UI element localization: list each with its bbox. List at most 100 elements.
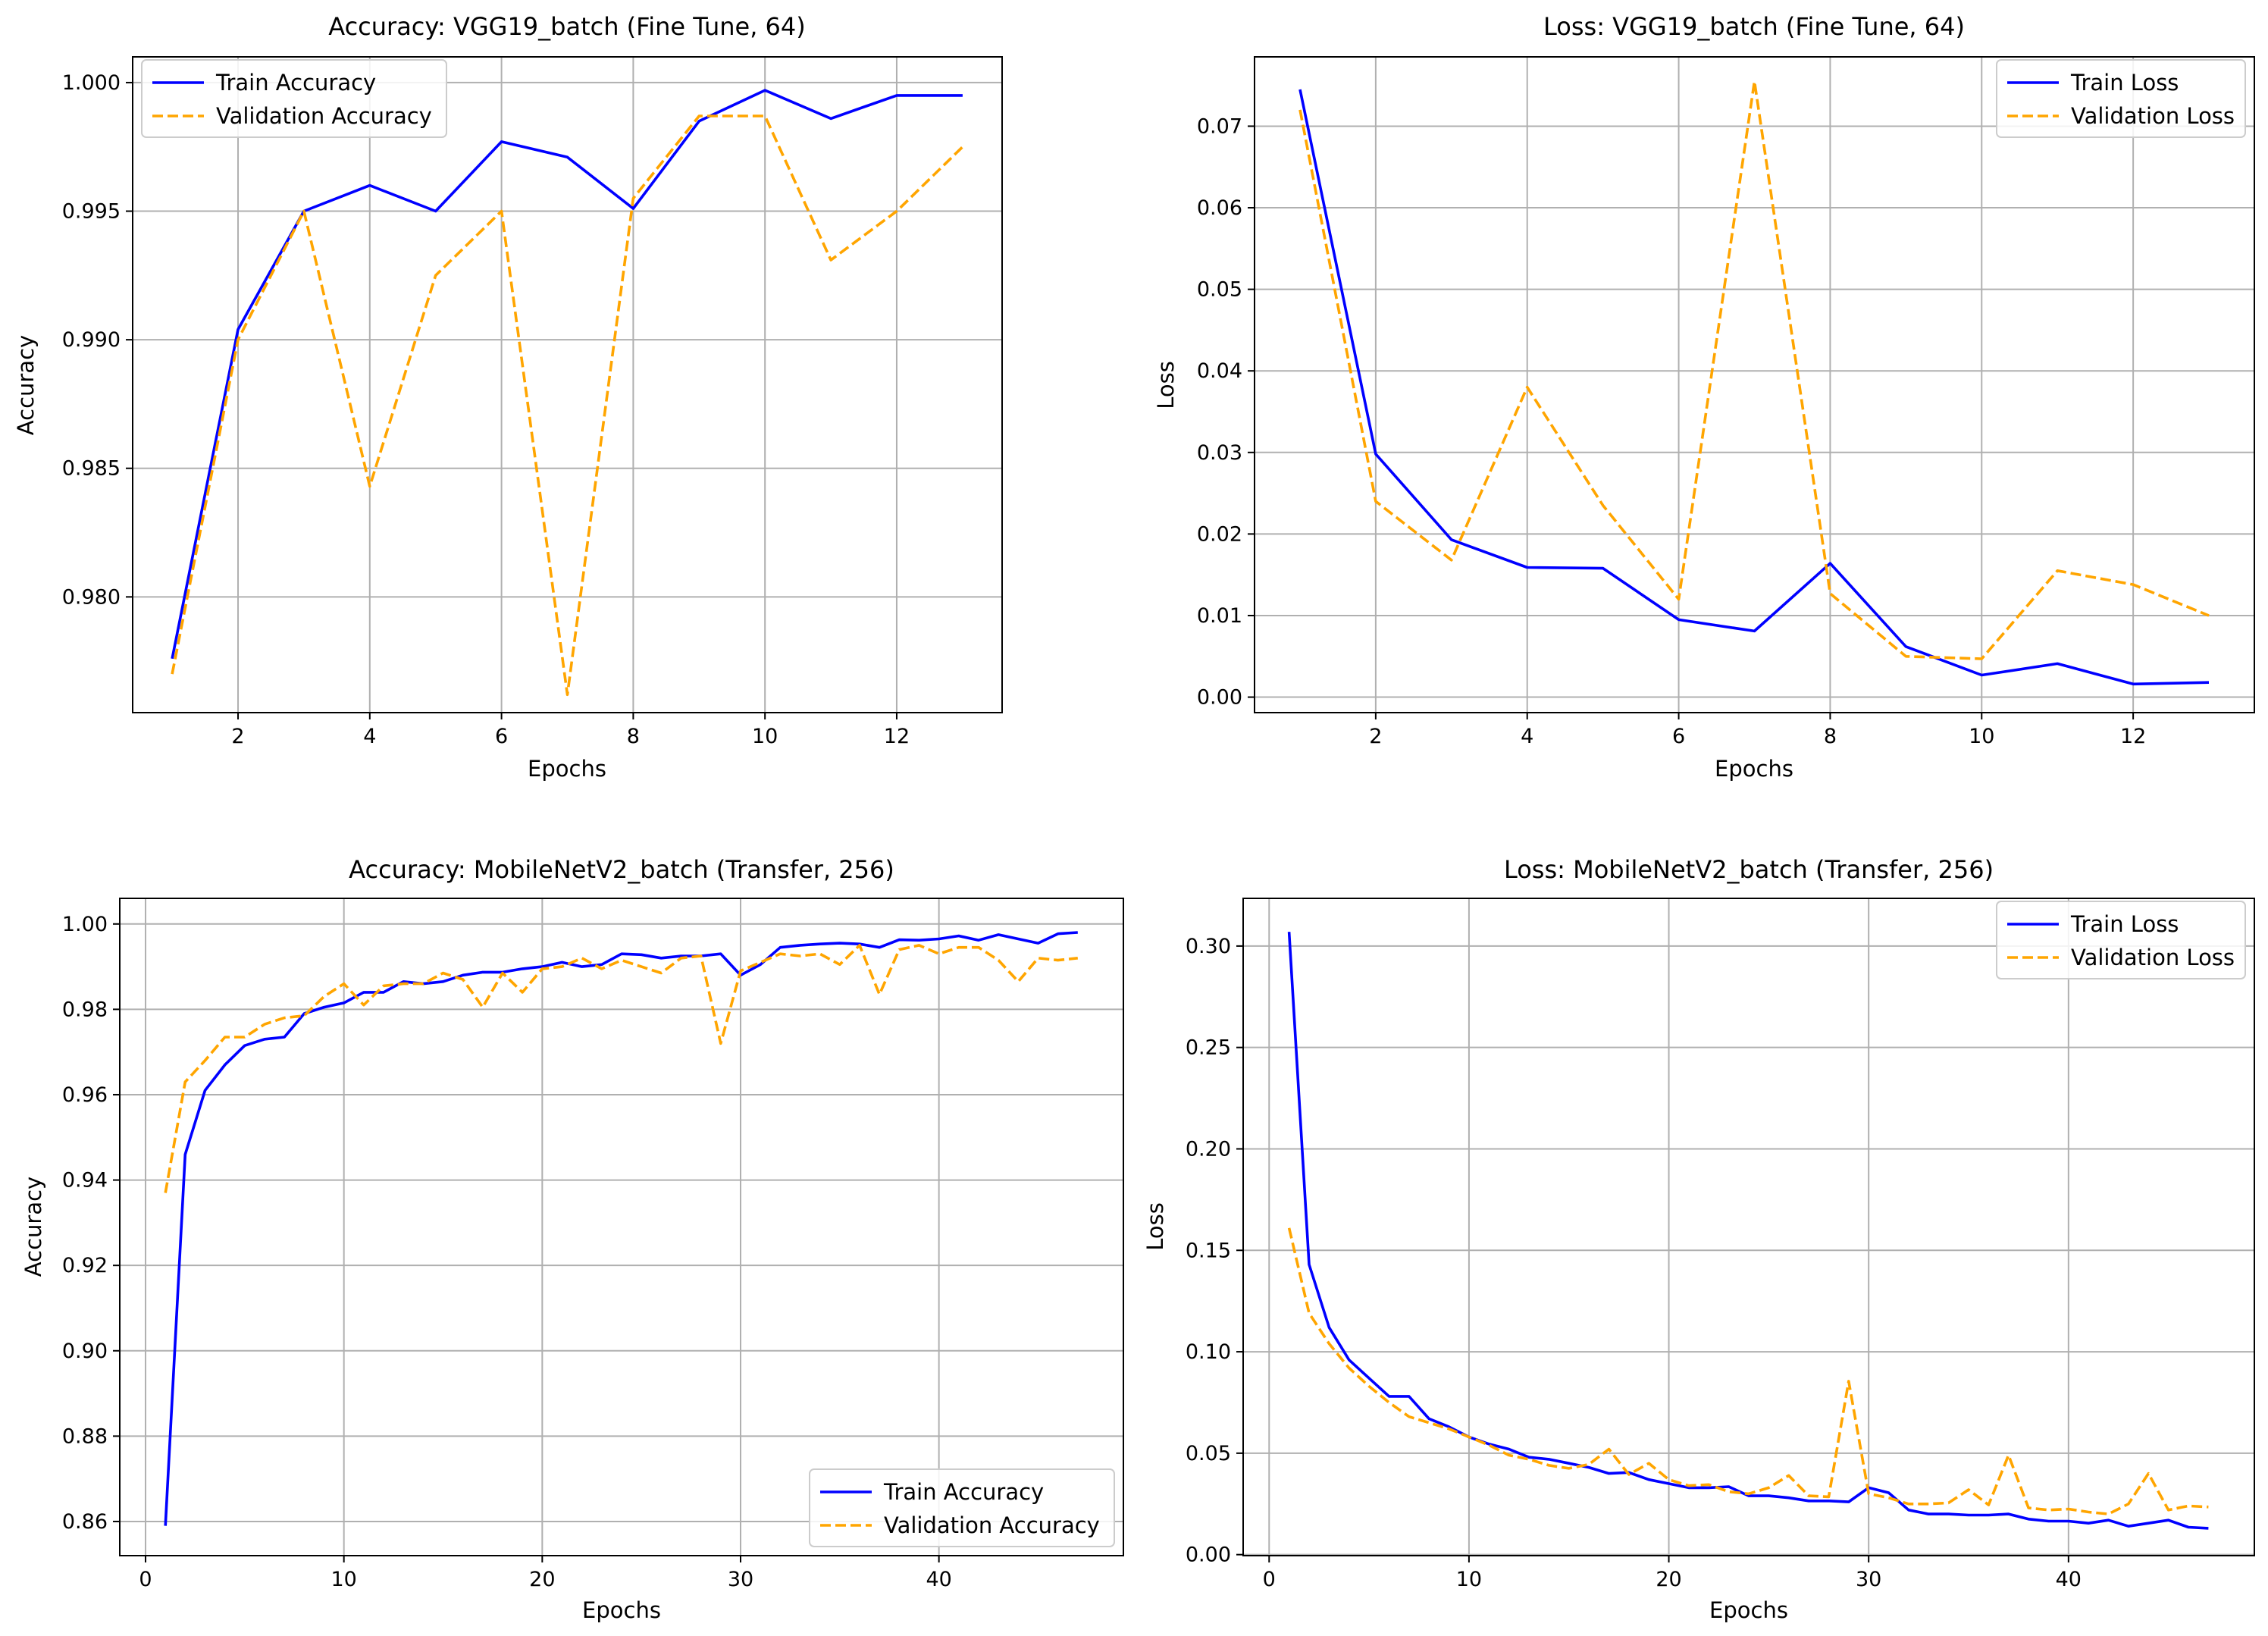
- data-point: [600, 967, 603, 970]
- series-line-train-accuracy: [171, 89, 963, 660]
- data-point: [1427, 1417, 1430, 1420]
- data-point: [462, 978, 465, 981]
- data-point: [263, 1038, 266, 1041]
- x-tick-label: 4: [1521, 725, 1533, 748]
- data-point: [1947, 1512, 1950, 1515]
- data-point: [1036, 957, 1039, 960]
- y-tick-label: 0.01: [1197, 604, 1242, 628]
- series-line-validation-accuracy: [164, 944, 1078, 1193]
- axes-frame: [132, 56, 1003, 713]
- data-point: [2207, 1527, 2210, 1530]
- data-point: [462, 973, 465, 976]
- legend-label: Train Loss: [2070, 911, 2179, 937]
- data-point: [1508, 1448, 1511, 1451]
- data-point: [302, 210, 305, 213]
- data-point: [540, 967, 544, 970]
- data-point: [1668, 1482, 1671, 1485]
- y-tick-label: 0.03: [1197, 441, 1242, 465]
- x-axis-label: Epochs: [1709, 1597, 1788, 1623]
- x-tick-label: 6: [495, 725, 508, 748]
- data-point: [798, 954, 801, 957]
- data-point: [2207, 681, 2210, 684]
- y-tick-label: 0.07: [1197, 114, 1242, 138]
- data-point: [521, 967, 524, 970]
- data-point: [283, 1036, 286, 1039]
- data-point: [566, 155, 569, 158]
- data-point: [2207, 614, 2210, 617]
- x-axis-label: Epochs: [1715, 756, 1793, 782]
- data-point: [343, 983, 346, 986]
- data-point: [1907, 1503, 1910, 1506]
- data-point: [362, 991, 365, 994]
- data-point: [997, 959, 1000, 962]
- data-point: [402, 983, 405, 986]
- data-point: [1647, 1462, 1650, 1465]
- data-point: [1987, 1513, 1990, 1516]
- data-point: [1980, 674, 1983, 677]
- data-point: [1707, 1486, 1710, 1489]
- data-point: [977, 939, 980, 942]
- data-point: [302, 1014, 305, 1017]
- chart-title: Accuracy: VGG19_batch (Fine Tune, 64): [328, 12, 806, 41]
- data-point: [659, 957, 663, 960]
- x-tick-label: 0: [139, 1568, 152, 1591]
- legend-label: Validation Accuracy: [884, 1512, 1100, 1538]
- data-point: [1348, 1359, 1351, 1362]
- y-tick-label: 0.94: [62, 1169, 108, 1193]
- data-point: [878, 993, 881, 996]
- data-point: [1847, 1380, 1850, 1383]
- legend: Train Accuracy Validation Accuracy: [809, 1468, 1115, 1547]
- data-point: [1707, 1483, 1710, 1486]
- data-point: [434, 210, 437, 213]
- data-point: [838, 963, 841, 966]
- y-tick-label: 0.02: [1197, 522, 1242, 546]
- x-tick-label: 30: [1856, 1568, 1881, 1591]
- data-point: [763, 89, 766, 92]
- data-point: [1427, 1421, 1430, 1424]
- x-tick-label: 2: [1369, 725, 1382, 748]
- data-point: [1017, 937, 1020, 940]
- data-point: [977, 946, 980, 949]
- x-tick-label: 10: [330, 1568, 356, 1591]
- data-point: [1374, 453, 1377, 456]
- y-tick-label: 0.88: [62, 1424, 108, 1448]
- legend-box: [1996, 901, 2246, 979]
- data-point: [1547, 1458, 1550, 1461]
- data-point: [171, 657, 174, 660]
- data-point: [1526, 386, 1529, 389]
- data-point: [1450, 538, 1453, 541]
- data-point: [2207, 1506, 2210, 1509]
- data-point: [1327, 1326, 1330, 1329]
- data-point: [2187, 1504, 2190, 1507]
- data-point: [521, 991, 524, 994]
- data-point: [2132, 583, 2135, 586]
- data-point: [1728, 1490, 1731, 1493]
- data-point: [2187, 1526, 2190, 1529]
- data-point: [1468, 1435, 1471, 1438]
- data-point: [1678, 597, 1681, 600]
- data-point: [778, 952, 782, 955]
- data-point: [1947, 1501, 1950, 1504]
- data-point: [759, 961, 762, 964]
- y-tick-label: 1.00: [62, 913, 108, 936]
- data-point: [1348, 1366, 1351, 1369]
- data-point: [1508, 1454, 1511, 1457]
- chart-accuracy-vgg19: Accuracy: VGG19_batch (Fine Tune, 64) Ep…: [13, 12, 1003, 782]
- data-point: [421, 983, 424, 986]
- data-point: [1887, 1497, 1891, 1500]
- data-point: [1827, 1500, 1830, 1503]
- data-point: [1927, 1512, 1930, 1515]
- data-point: [323, 995, 326, 998]
- y-tick-label: 0.10: [1186, 1340, 1231, 1364]
- data-point: [566, 693, 569, 696]
- data-point: [2127, 1525, 2130, 1528]
- y-tick-label: 0.995: [62, 200, 121, 224]
- data-point: [1367, 1385, 1371, 1388]
- data-point: [1827, 1495, 1830, 1498]
- data-point: [1927, 1503, 1930, 1506]
- data-point: [1387, 1395, 1390, 1398]
- data-point: [1753, 629, 1756, 632]
- data-point: [442, 972, 445, 975]
- data-point: [739, 970, 742, 973]
